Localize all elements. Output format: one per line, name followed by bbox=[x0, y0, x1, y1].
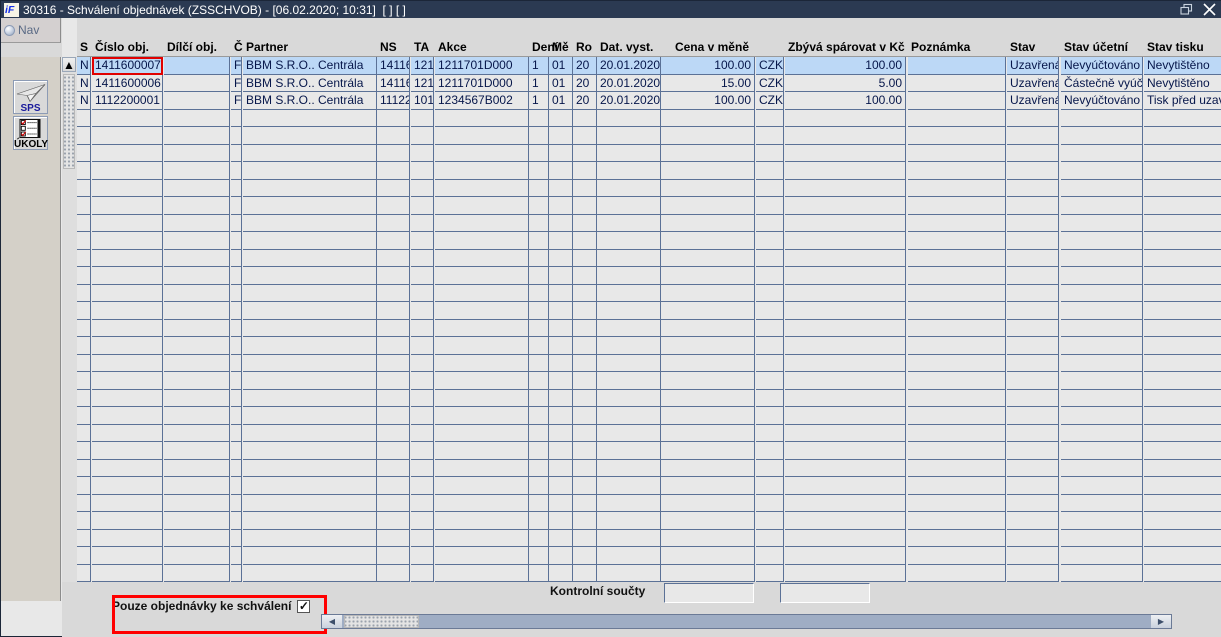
svg-text:iF: iF bbox=[5, 4, 15, 15]
